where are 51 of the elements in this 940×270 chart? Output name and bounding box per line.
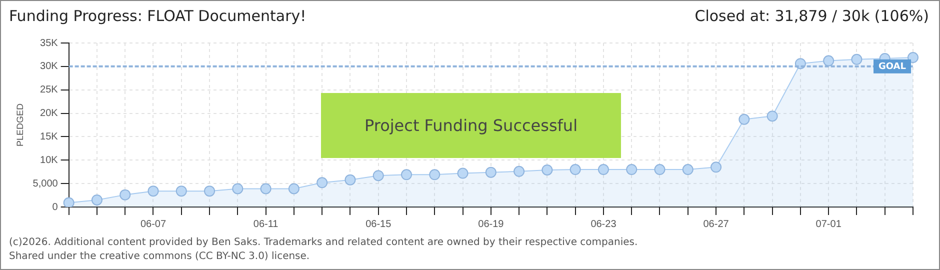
x-tick-label: 06-23 — [590, 218, 617, 230]
banner: Project Funding Successful — [321, 93, 621, 158]
point — [63, 197, 74, 207]
point — [851, 54, 862, 65]
x-tick-label: 06-27 — [703, 218, 730, 230]
point — [598, 164, 609, 176]
point — [400, 169, 412, 180]
y-tick-label: 10K — [40, 154, 58, 166]
y-tick-label: 0 — [52, 202, 58, 213]
point — [148, 186, 159, 197]
y-axis-title: PLEDGED — [14, 102, 25, 147]
chart-title: Funding Progress: FLOAT Documentary! — [9, 7, 306, 25]
point — [908, 52, 918, 64]
x-tick-label: 06-07 — [140, 218, 166, 230]
point — [457, 168, 468, 179]
chart-subtitle: Closed at: 31,879 / 30k (106%) — [694, 7, 929, 25]
y-tick-label: 25K — [40, 84, 58, 96]
point — [654, 164, 666, 176]
point — [344, 174, 356, 186]
point — [682, 164, 694, 176]
x-tick-label: 06-11 — [253, 218, 279, 230]
point — [372, 170, 384, 182]
point — [232, 183, 244, 194]
point — [570, 164, 581, 176]
y-tick-label: 20K — [40, 108, 58, 120]
point — [316, 177, 328, 188]
point — [204, 186, 216, 197]
x-tick-label: 06-15 — [366, 218, 392, 230]
point — [766, 110, 778, 122]
point — [120, 189, 131, 200]
point — [91, 194, 102, 206]
point — [710, 162, 722, 173]
text: (c)2026. Additional content provided by Ben Saks. Trademarks and related content are owned by their respective companies. — [9, 237, 638, 248]
y-tick-label: 30K — [40, 61, 58, 72]
point — [738, 114, 750, 125]
point — [485, 166, 496, 178]
point — [626, 164, 638, 176]
point — [288, 183, 300, 194]
point — [260, 183, 272, 194]
x-tick-label: 07-01 — [816, 218, 842, 230]
y-tick-label: 5,000 — [32, 178, 58, 190]
y-tick-label: 15K — [40, 131, 58, 142]
y-tick-label: 35K — [40, 38, 58, 49]
point — [176, 186, 187, 197]
point — [429, 169, 440, 180]
point — [542, 164, 553, 176]
point — [823, 55, 834, 66]
text: Shared under the creative commons (CC BY-NC 3.0) license. — [9, 251, 310, 262]
point — [514, 166, 525, 177]
x-tick-label: 06-19 — [478, 218, 504, 230]
ref-line-label: GOAL — [878, 62, 906, 72]
